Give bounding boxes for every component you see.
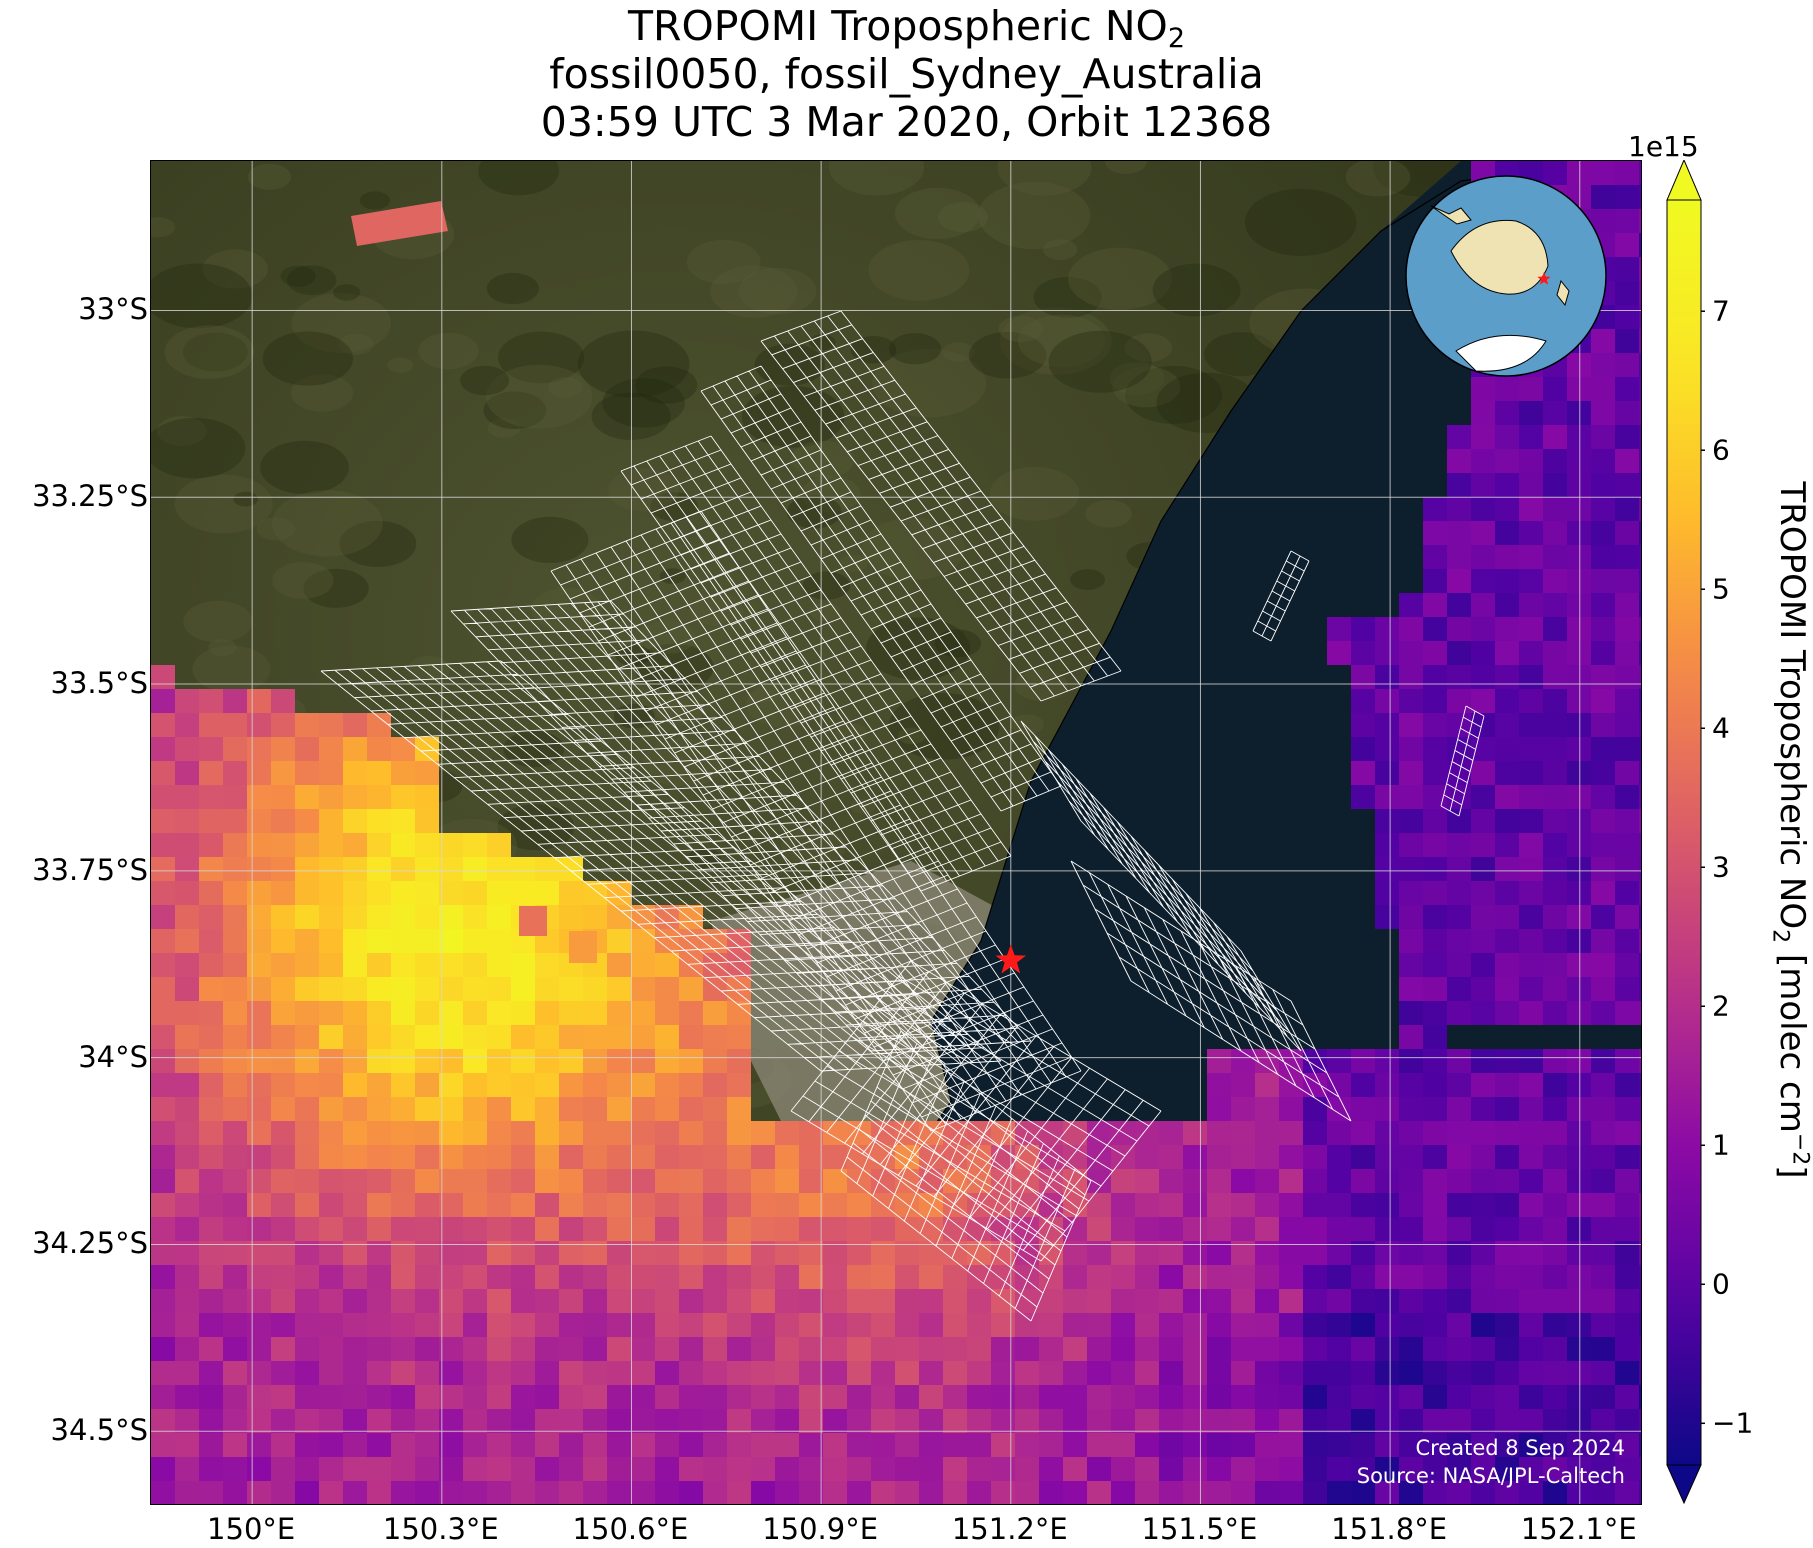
lat-tick-label: 34.5°S	[50, 1413, 148, 1448]
no2-pixel-strip	[351, 201, 448, 246]
lat-tick-label: 33.25°S	[32, 479, 148, 514]
created-date-credit: Created 8 Sep 2024	[1415, 1436, 1625, 1460]
colorbar	[1666, 160, 1705, 1505]
inset-globe	[1405, 175, 1607, 377]
colorbar-tick-label: 7	[1712, 294, 1730, 328]
colorbar-tick-label: 0	[1712, 1267, 1730, 1301]
lon-tick-label: 151.8°E	[1331, 1512, 1448, 1546]
colorbar-tick-label: −1	[1712, 1406, 1754, 1440]
fossil-footprint-grids	[320, 310, 1485, 1322]
lon-tick-label: 150°E	[207, 1512, 296, 1546]
footprint-swath	[760, 310, 1122, 702]
globe-islands	[1430, 205, 1472, 225]
globe-australia	[1450, 219, 1549, 295]
map-panel[interactable]: Created 8 Sep 2024 Source: NASA/JPL-Calt…	[150, 160, 1642, 1505]
footprint-swath	[620, 435, 1012, 892]
colorbar-tick-label: 1	[1712, 1128, 1730, 1162]
footprint-swath	[1020, 720, 1302, 1052]
colorbar-tick-label: 6	[1712, 433, 1730, 467]
lat-tick-label: 33.5°S	[50, 666, 148, 701]
lat-tick-label: 34°S	[78, 1039, 148, 1074]
colorbar-label: TROPOMI Tropospheric NO2 [molec cm−2]	[1767, 481, 1813, 1179]
figure-title: TROPOMI Tropospheric NO2 fossil0050, fos…	[0, 2, 1813, 146]
lon-tick-label: 151.5°E	[1141, 1512, 1258, 1546]
lon-tick-label: 150.9°E	[762, 1512, 879, 1546]
lon-tick-label: 150.3°E	[382, 1512, 499, 1546]
footprint-swath	[700, 365, 1062, 812]
lat-tick-label: 33.75°S	[32, 852, 148, 887]
footprint-swath	[1252, 550, 1310, 642]
colorbar-extend-max	[1666, 160, 1702, 201]
target-location-star	[995, 944, 1027, 974]
lon-tick-label: 152.1°E	[1520, 1512, 1637, 1546]
colorbar-tick-label: 4	[1712, 711, 1730, 745]
title-line-1: TROPOMI Tropospheric NO2	[627, 2, 1185, 54]
lat-tick-label: 34.25°S	[32, 1226, 148, 1261]
no2-pixel	[569, 931, 597, 963]
colorbar-extend-min	[1666, 1464, 1702, 1505]
source-credit: Source: NASA/JPL-Caltech	[1356, 1464, 1625, 1488]
globe-target-star	[1537, 272, 1551, 285]
no2-pixels	[151, 161, 1641, 1504]
no2-pixel	[519, 906, 547, 936]
title-line-2: fossil0050, fossil_Sydney_Australia	[549, 50, 1264, 98]
footprint-swath	[840, 1030, 1092, 1322]
globe-antarctica	[1455, 334, 1547, 372]
map-canvas[interactable]	[151, 161, 1642, 1505]
lon-tick-label: 151.2°E	[951, 1512, 1068, 1546]
lat-tick-label: 33°S	[78, 292, 148, 327]
map-gridlines	[151, 161, 1641, 1504]
lon-tick-label: 150.6°E	[572, 1512, 689, 1546]
colorbar-exponent: 1e15	[1628, 130, 1699, 163]
footprint-swath	[1440, 705, 1485, 817]
footprint-swath	[1070, 860, 1352, 1122]
footprint-swath	[320, 660, 1002, 1072]
colorbar-tick-label: 3	[1712, 850, 1730, 884]
title-line-3: 03:59 UTC 3 Mar 2020, Orbit 12368	[540, 98, 1273, 146]
colorbar-gradient	[1667, 200, 1701, 1465]
colorbar-tick-label: 2	[1712, 989, 1730, 1023]
colorbar-border	[1666, 199, 1702, 1466]
globe-new-zealand	[1556, 279, 1570, 307]
colorbar-tick-label: 5	[1712, 572, 1730, 606]
